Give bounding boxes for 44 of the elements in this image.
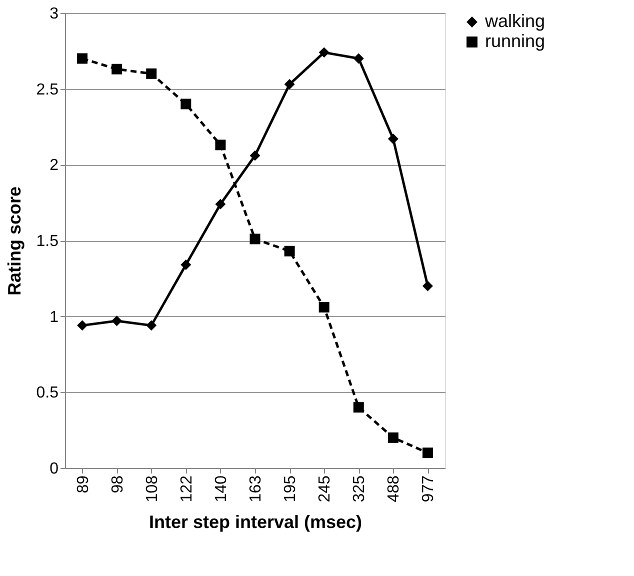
x-tick-label: 108 [144,475,161,502]
point [318,47,330,58]
point [77,53,88,64]
point [215,198,226,210]
point [284,79,295,90]
point [284,246,295,256]
x-tick-label: 89 [74,475,92,494]
x-tick-label: 140 [212,475,230,502]
x-tick-label: 488 [386,475,403,502]
point [146,68,157,79]
x-tick-label: 122 [178,475,196,502]
point [353,402,364,413]
x-tick-label: 98 [109,475,126,494]
point [146,320,157,331]
point [180,260,192,270]
y-tick-label: 0 [50,460,59,478]
y-axis-title: Rating score [4,186,24,296]
point [388,432,398,443]
point [112,64,122,74]
y-tick-label: 1.5 [36,233,59,250]
point [353,53,364,64]
point [422,448,433,458]
point [215,140,226,150]
point [180,98,192,110]
point [250,234,260,244]
y-tick-label: 2.5 [36,81,59,98]
y-tick-label: 2 [50,157,59,174]
x-tick-label: 325 [351,475,368,502]
point [250,150,260,161]
point [112,316,122,326]
y-tick-label: 3 [50,6,59,22]
x-axis-title: Inter step interval (msec) [148,512,362,532]
point [77,320,88,331]
legend-label: walking [484,11,546,31]
point [388,134,398,144]
point [318,302,330,312]
y-tick-label: 0.5 [36,384,59,402]
x-tick-label: 977 [420,475,438,502]
x-tick-label: 195 [282,475,300,502]
x-tick-label: 163 [248,475,264,502]
y-tick-label: 1 [50,308,59,326]
point [422,280,433,292]
x-tick-label: 245 [316,475,334,502]
legend-label: running [485,31,546,51]
